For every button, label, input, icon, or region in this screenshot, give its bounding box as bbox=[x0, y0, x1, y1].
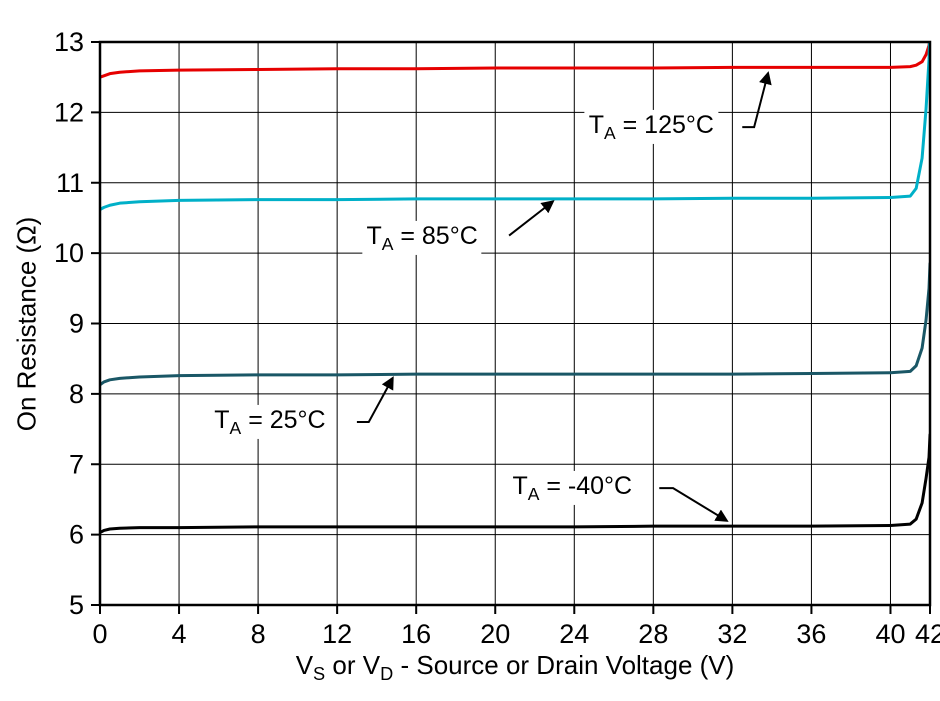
annotation-ta-minus40c: TA = -40°C bbox=[508, 471, 637, 506]
x-tick-label: 4 bbox=[172, 619, 187, 649]
y-tick-label: 12 bbox=[54, 97, 84, 127]
y-tick-label: 7 bbox=[69, 449, 84, 479]
x-tick-label: 24 bbox=[559, 619, 589, 649]
y-tick-label: 8 bbox=[69, 379, 84, 409]
x-tick-label: 12 bbox=[322, 619, 352, 649]
y-tick-label: 6 bbox=[69, 520, 84, 550]
y-tick-label: 9 bbox=[69, 309, 84, 339]
annotation-arrow-1 bbox=[508, 200, 555, 237]
x-axis-title: VS or VD - Source or Drain Voltage (V) bbox=[296, 650, 735, 685]
series-line-2 bbox=[100, 262, 930, 387]
y-tick-label: 13 bbox=[54, 27, 84, 57]
x-tick-label: 42 bbox=[915, 619, 940, 649]
series-line-0 bbox=[100, 42, 930, 79]
annotation-ta-25c: TA = 25°C bbox=[210, 404, 330, 440]
x-tick-label: 20 bbox=[480, 619, 510, 649]
x-axis-title-v1: V bbox=[295, 650, 314, 680]
x-axis-title-or: or V bbox=[325, 650, 381, 680]
annotation-arrow-0 bbox=[742, 71, 772, 129]
x-tick-label: 16 bbox=[401, 619, 431, 649]
tick-marks bbox=[91, 41, 931, 614]
x-axis-title-sub-d: D bbox=[380, 664, 394, 685]
x-tick-label: 36 bbox=[796, 619, 826, 649]
x-tick-label: 40 bbox=[875, 619, 905, 649]
y-axis-title: On Resistance (Ω) bbox=[11, 216, 42, 432]
y-tick-label: 5 bbox=[69, 590, 84, 620]
x-tick-label: 0 bbox=[92, 619, 107, 649]
annotation-ta-125c: TA = 125°C bbox=[584, 110, 718, 145]
tick-labels: 0 4 8 12 16 20 24 28 32 36 40 42 5 6 7 8 9 10 11 12 13 bbox=[54, 27, 940, 649]
annotation-arrow-3 bbox=[659, 487, 729, 522]
x-tick-label: 32 bbox=[717, 619, 747, 649]
gridlines bbox=[100, 42, 930, 605]
x-axis-title-rest: - Source or Drain Voltage (V) bbox=[393, 650, 735, 680]
x-axis-title-sub-s: S bbox=[313, 664, 326, 685]
series-line-1 bbox=[100, 42, 930, 211]
series-line-3 bbox=[100, 433, 930, 535]
annotation-arrow-2 bbox=[356, 376, 394, 424]
y-tick-label: 11 bbox=[56, 168, 84, 198]
y-tick-label: 10 bbox=[54, 238, 84, 268]
annotation-ta-85c: TA = 85°C bbox=[362, 221, 482, 256]
x-tick-label: 28 bbox=[638, 619, 668, 649]
x-tick-label: 8 bbox=[251, 619, 266, 649]
